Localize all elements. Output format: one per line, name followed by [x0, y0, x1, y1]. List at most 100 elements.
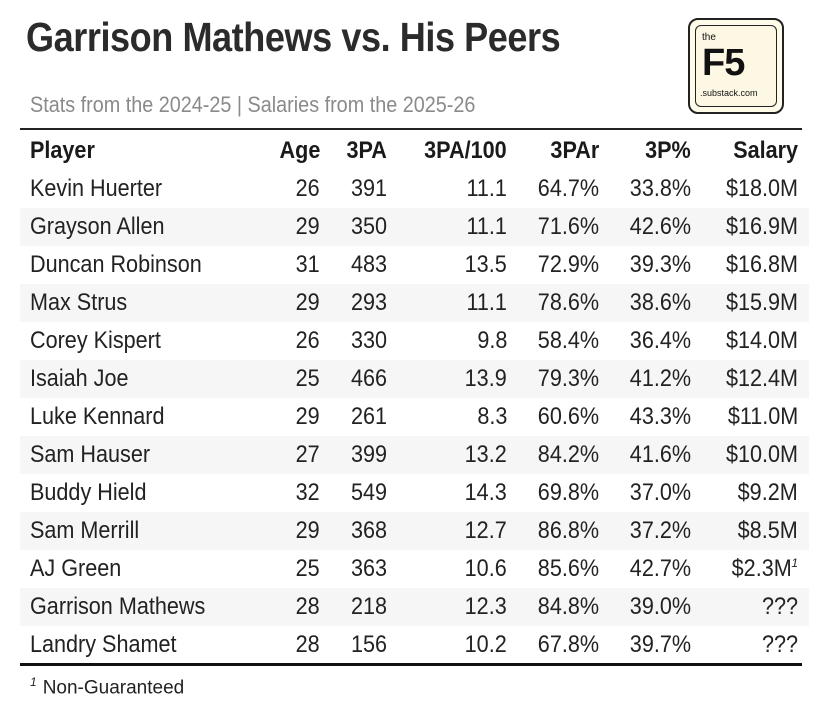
cell-age: 29	[295, 403, 320, 430]
cell-3pa-per-100: 10.2	[464, 631, 507, 658]
cell-age: 32	[295, 479, 320, 506]
cell-player: Kevin Huerter	[30, 175, 163, 202]
cell-salary: $9.2M	[737, 479, 798, 506]
cell-3pa: 549	[350, 479, 387, 506]
cell-salary: $11.0M	[727, 403, 798, 430]
cell-player: Sam Merrill	[20, 512, 250, 550]
logo-the-text: the	[702, 32, 716, 43]
column-header-3p-pct: 3P%	[645, 137, 691, 164]
cell-age: 27	[250, 436, 320, 474]
column-header-player: Player	[30, 137, 95, 164]
table-bottom-rule	[20, 663, 802, 666]
table-row: Isaiah Joe 25 466 13.9 79.3% 41.2% $12.4M	[20, 360, 809, 398]
cell-3p-pct: 39.3%	[629, 251, 691, 278]
cell-3pa: 466	[320, 360, 387, 398]
logo-domain-text: .substack.com	[700, 88, 758, 98]
cell-3p-pct: 39.7%	[629, 631, 691, 658]
cell-player: AJ Green	[30, 555, 122, 582]
cell-3pa-per-100: 13.5	[464, 251, 507, 278]
cell-3pa-per-100: 11.1	[387, 284, 507, 322]
salary-footnote-marker: 1	[791, 556, 798, 570]
cell-3pa-per-100: 13.9	[387, 360, 507, 398]
cell-age: 28	[250, 588, 320, 626]
cell-age: 26	[295, 175, 320, 202]
cell-salary: ???	[761, 631, 798, 658]
table-row: Garrison Mathews 28 218 12.3 84.8% 39.0%???	[20, 588, 809, 626]
cell-salary: $18.0M	[725, 175, 798, 202]
f5-substack-logo: the F5 .substack.com	[688, 18, 784, 114]
cell-3pa-per-100: 9.8	[476, 327, 507, 354]
table-row: Corey Kispert 26 330 9.8 58.4% 36.4% $14.0M	[20, 322, 809, 360]
cell-3pa-per-100: 11.1	[466, 175, 507, 202]
cell-3p-pct: 37.0%	[629, 479, 691, 506]
cell-3pa: 483	[350, 251, 387, 278]
cell-player: Max Strus	[20, 284, 250, 322]
cell-3p-pct: 43.3%	[629, 403, 691, 430]
logo-inner-frame: the F5 .substack.com	[695, 25, 777, 107]
page-title: Garrison Mathews vs. His Peers	[26, 14, 561, 60]
cell-3pa-per-100: 11.1	[387, 208, 507, 246]
cell-salary: $16.8M	[725, 251, 798, 278]
cell-3p-pct: 41.6%	[599, 436, 691, 474]
cell-3par: 67.8%	[537, 631, 599, 658]
table-row: Sam Hauser 27 399 13.2 84.2% 41.6% $10.0M	[20, 436, 809, 474]
cell-player: Garrison Mathews	[20, 588, 250, 626]
cell-3pa: 261	[350, 403, 387, 430]
cell-age: 29	[250, 512, 320, 550]
table-row: Duncan Robinson 31 483 13.5 72.9% 39.3% $16.8M	[20, 246, 809, 284]
cell-3pa: 293	[320, 284, 387, 322]
cell-3par: 64.7%	[537, 175, 599, 202]
cell-player: Sam Hauser	[20, 436, 250, 474]
cell-3p-pct: 41.2%	[599, 360, 691, 398]
cell-age: 25	[250, 360, 320, 398]
cell-age: 29	[250, 284, 320, 322]
cell-age: 31	[295, 251, 320, 278]
cell-3pa: 350	[320, 208, 387, 246]
column-header-3par: 3PAr	[550, 137, 599, 164]
cell-3pa-per-100: 14.3	[464, 479, 507, 506]
cell-3par: 71.6%	[507, 208, 599, 246]
table-row: AJ Green 25 363 10.6 85.6% 42.7% $2.3M1	[20, 550, 809, 588]
cell-3pa-per-100: 13.2	[387, 436, 507, 474]
footnote-text: Non-Guaranteed	[42, 677, 185, 699]
cell-3pa: 363	[350, 555, 387, 582]
cell-3p-pct: 42.6%	[599, 208, 691, 246]
cell-3pa-per-100: 8.3	[476, 403, 507, 430]
cell-3pa-per-100: 12.3	[387, 588, 507, 626]
cell-3par: 58.4%	[537, 327, 599, 354]
cell-3p-pct: 36.4%	[629, 327, 691, 354]
cell-player: Luke Kennard	[30, 403, 165, 430]
cell-salary: ???	[691, 588, 809, 626]
cell-age: 28	[295, 631, 320, 658]
cell-3p-pct: 38.6%	[599, 284, 691, 322]
cell-salary: $16.9M	[691, 208, 809, 246]
cell-3pa: 330	[350, 327, 387, 354]
cell-3par: 78.6%	[507, 284, 599, 322]
cell-3pa: 399	[320, 436, 387, 474]
table-row: Buddy Hield 32 549 14.3 69.8% 37.0% $9.2M	[20, 474, 809, 512]
cell-salary: $14.0M	[725, 327, 798, 354]
cell-3p-pct: 39.0%	[599, 588, 691, 626]
cell-3par: 85.6%	[537, 555, 599, 582]
table-row: Kevin Huerter 26 391 11.1 64.7% 33.8% $18.0M	[20, 170, 809, 208]
cell-3p-pct: 42.7%	[629, 555, 691, 582]
cell-player: Grayson Allen	[20, 208, 250, 246]
cell-age: 25	[295, 555, 320, 582]
cell-3pa: 391	[350, 175, 387, 202]
cell-3par: 69.8%	[537, 479, 599, 506]
cell-salary: $2.3M1	[731, 555, 798, 582]
cell-3pa: 368	[320, 512, 387, 550]
logo-f5-text: F5	[702, 42, 745, 84]
cell-3pa-per-100: 10.6	[464, 555, 507, 582]
cell-player: Landry Shamet	[30, 631, 177, 658]
cell-3par: 72.9%	[537, 251, 599, 278]
table-row: Sam Merrill 29 368 12.7 86.8% 37.2% $8.5M	[20, 512, 809, 550]
column-header-3pa: 3PA	[346, 137, 387, 164]
cell-salary: $10.0M	[691, 436, 809, 474]
cell-salary: $8.5M	[691, 512, 809, 550]
cell-3par: 60.6%	[537, 403, 599, 430]
stats-table: Player Age 3PA 3PA/100 3PAr 3P% Salary K…	[20, 132, 809, 664]
footnote-marker: 1	[30, 675, 37, 689]
cell-3pa: 156	[350, 631, 387, 658]
cell-3par: 84.2%	[507, 436, 599, 474]
